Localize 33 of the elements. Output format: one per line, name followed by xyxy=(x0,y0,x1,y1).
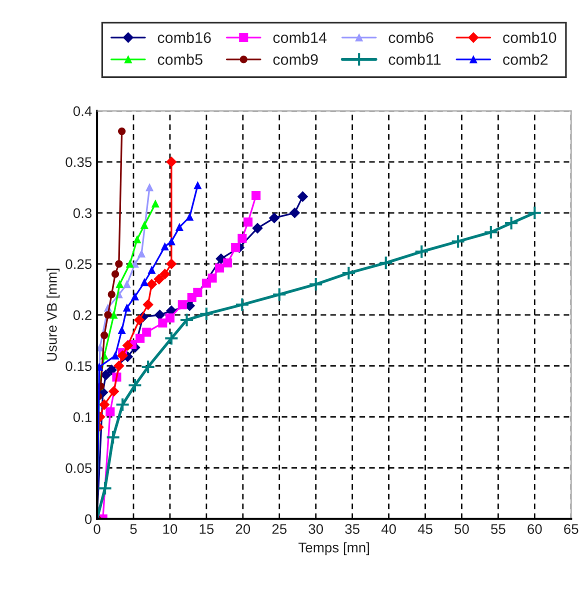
legend-label: comb9 xyxy=(273,54,318,65)
legend-label: comb11 xyxy=(388,54,441,65)
y-tick-label: 0.1 xyxy=(73,412,92,422)
x-tick-label: 55 xyxy=(491,524,506,534)
x-tick-label: 30 xyxy=(308,524,324,534)
legend-label: comb16 xyxy=(158,32,211,44)
x-tick-label: 5 xyxy=(130,524,137,534)
x-tick-label: 20 xyxy=(236,524,250,534)
x-tick-label: 65 xyxy=(564,524,578,534)
x-tick-label: 50 xyxy=(454,524,469,534)
legend-label: comb2 xyxy=(503,54,548,65)
x-tick-label: 60 xyxy=(528,524,542,534)
legend-label: comb10 xyxy=(503,32,556,44)
y-tick-label: 0.4 xyxy=(73,106,92,116)
x-tick-label: 10 xyxy=(163,524,178,534)
x-tick-label: 15 xyxy=(200,524,214,534)
x-tick-label: 35 xyxy=(345,524,360,534)
y-axis-title: Usure VB [mm] xyxy=(46,268,60,361)
y-tick-label: 0.2 xyxy=(73,310,92,320)
y-tick-label: 0 xyxy=(84,514,92,524)
legend-label: comb5 xyxy=(158,54,202,65)
y-tick-label: 0.15 xyxy=(66,361,92,372)
x-axis-title: Temps [mn] xyxy=(298,542,369,556)
legend-label: comb14 xyxy=(273,32,327,44)
x-tick-label: 40 xyxy=(381,524,396,534)
y-tick-label: 0.35 xyxy=(66,157,92,168)
y-tick-label: 0.25 xyxy=(66,259,92,270)
x-tick-label: 0 xyxy=(94,524,100,534)
y-tick-label: 0.05 xyxy=(66,463,92,474)
x-tick-label: 45 xyxy=(418,524,432,534)
x-tick-label: 25 xyxy=(272,524,287,534)
y-tick-label: 0.3 xyxy=(73,208,92,218)
legend-label: comb6 xyxy=(388,32,434,44)
